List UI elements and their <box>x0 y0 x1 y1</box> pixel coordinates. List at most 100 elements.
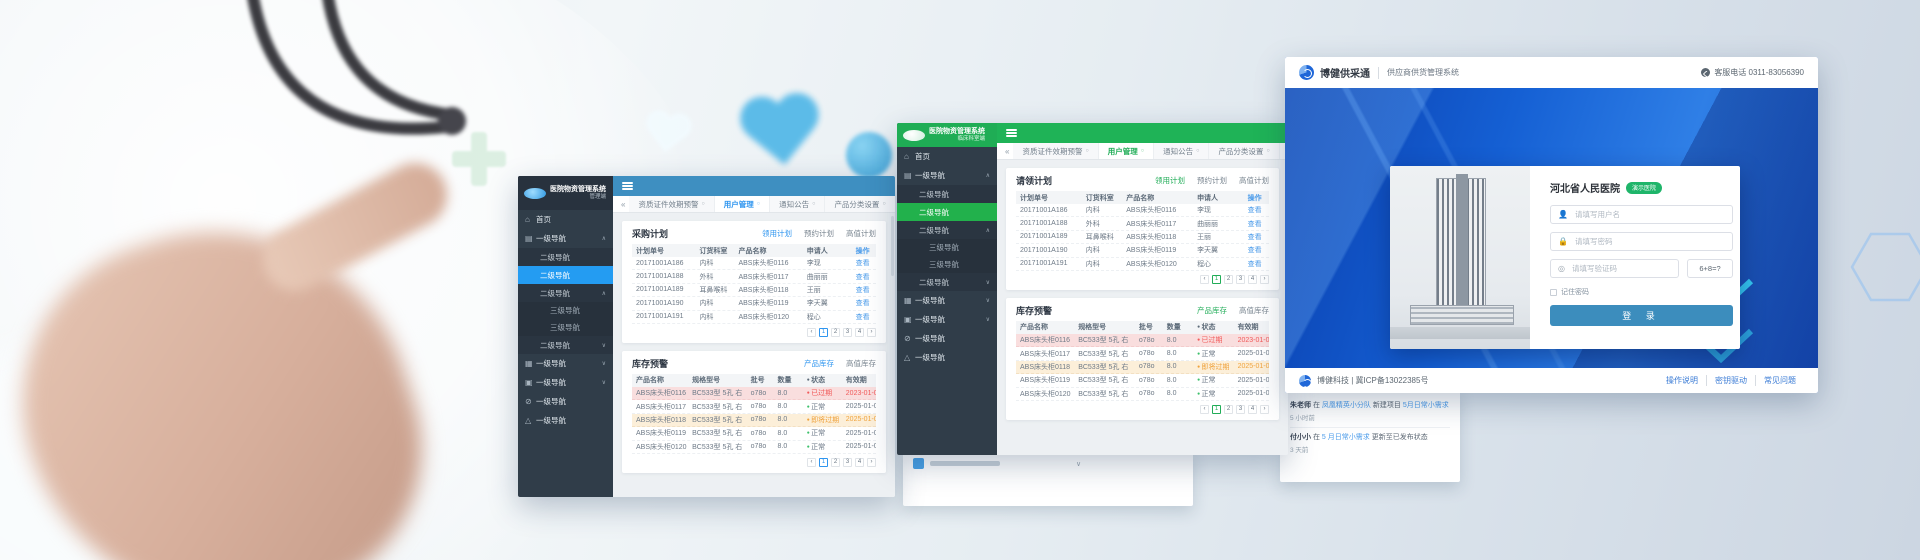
sidebar-nav-item[interactable]: ⊘ 一级导航 <box>518 392 613 411</box>
sidebar-nav-item[interactable]: 二级导航 <box>518 266 613 284</box>
sidebar-nav-item[interactable]: 二级导航 <box>518 248 613 266</box>
plan-filter-link[interactable]: 预约计划 <box>1197 176 1227 185</box>
menu-toggle-icon[interactable] <box>622 182 633 190</box>
table-row[interactable]: ABS床头柜0118 BC533型 5孔 右 o78o 8.0 即将过期 202… <box>1016 360 1269 375</box>
username-field[interactable]: 👤 <box>1550 205 1733 224</box>
page-tab[interactable]: 资质证件效期预警 ○ <box>1013 143 1099 159</box>
inventory-filter-link[interactable]: 产品库存 <box>804 358 834 368</box>
page-button[interactable]: 2 <box>1224 274 1233 284</box>
collapse-tabs-icon[interactable]: « <box>1005 146 1010 156</box>
footer-link[interactable]: 操作说明 <box>1658 375 1707 386</box>
sidebar-nav-item[interactable]: 二级导航 ∧ <box>897 221 997 239</box>
sidebar-nav-item[interactable]: ▤ 一级导航 ∧ <box>518 229 613 248</box>
sidebar-nav-item[interactable]: 二级导航 ∨ <box>518 336 613 354</box>
checkbox-icon[interactable] <box>1550 288 1557 296</box>
page-button[interactable]: 1 <box>819 457 828 467</box>
feed-link[interactable]: 5月日常小需求 <box>1402 402 1449 409</box>
table-row[interactable]: ABS床头柜0117 BC533型 5孔 右 o78o 8.0 正常 2025-… <box>632 400 876 414</box>
table-row[interactable]: 20171001A190 内科 ABS床头柜0119 李天翼 查看 <box>1016 244 1269 258</box>
view-link[interactable]: 查看 <box>1247 207 1262 215</box>
page-button[interactable]: 1 <box>1212 274 1221 284</box>
table-row[interactable]: ABS床头柜0119 BC533型 5孔 右 o78o 8.0 正常 2025-… <box>632 427 876 441</box>
page-button[interactable]: 3 <box>843 327 852 337</box>
table-row[interactable]: ABS床头柜0117 BC533型 5孔 右 o78o 8.0 正常 2025-… <box>1016 347 1269 361</box>
table-row[interactable]: 20171001A186 内科 ABS床头柜0116 李现 查看 <box>1016 204 1269 218</box>
page-button[interactable]: ‹ <box>1200 404 1209 414</box>
view-link[interactable]: 查看 <box>855 300 870 308</box>
table-row[interactable]: 20171001A190 内科 ABS床头柜0119 李天翼 查看 <box>632 297 876 311</box>
footer-link[interactable]: 常见问题 <box>1764 376 1796 385</box>
password-field[interactable]: 🔒 <box>1550 232 1733 251</box>
plan-filter-link[interactable]: 领用计划 <box>1155 176 1185 185</box>
plan-filter-link[interactable]: 预约计划 <box>804 229 834 238</box>
footer-link[interactable]: 密钥驱动 <box>1707 375 1756 386</box>
password-input[interactable] <box>1572 236 1725 247</box>
page-tab[interactable]: 通知公告 ○ <box>1154 143 1210 159</box>
view-link[interactable]: 查看 <box>855 260 870 268</box>
page-tab[interactable]: 通知公告 ○ <box>770 196 826 212</box>
sidebar-nav-item[interactable]: ▦ 一级导航 ∨ <box>897 291 997 310</box>
table-row[interactable]: ABS床头柜0120 BC533型 5孔 右 o78o 8.0 正常 2025-… <box>1016 388 1269 401</box>
menu-toggle-icon[interactable] <box>1006 129 1017 137</box>
username-input[interactable] <box>1572 209 1725 220</box>
sidebar-nav-item[interactable]: 三级导航 <box>897 239 997 256</box>
sidebar-nav-item[interactable]: 三级导航 <box>518 319 613 336</box>
inventory-filter-link[interactable]: 产品库存 <box>1197 305 1227 315</box>
page-button[interactable]: 4 <box>855 327 864 337</box>
sidebar-nav-item[interactable]: ⊘ 一级导航 <box>897 329 997 348</box>
page-button[interactable]: 4 <box>855 457 864 467</box>
scrollbar[interactable] <box>891 216 894 276</box>
sidebar-nav-item[interactable]: 二级导航 <box>897 185 997 203</box>
table-row[interactable]: ABS床头柜0118 BC533型 5孔 右 o78o 8.0 即将过期 202… <box>632 413 876 428</box>
page-button[interactable]: ‹ <box>1200 274 1209 284</box>
captcha-input[interactable] <box>1569 263 1671 274</box>
view-link[interactable]: 查看 <box>1247 220 1262 228</box>
remember-password-option[interactable]: 记住密码 <box>1550 287 1733 297</box>
view-link[interactable]: 查看 <box>855 273 870 281</box>
table-row[interactable]: 20171001A186 内科 ABS床头柜0116 李现 查看 <box>632 257 876 271</box>
sidebar-nav-item[interactable]: △ 一级导航 <box>518 411 613 430</box>
page-tab[interactable]: 产品分类设置 ○ <box>1209 143 1280 159</box>
table-row[interactable]: 20171001A191 内科 ABS床头柜0120 程心 查看 <box>1016 258 1269 271</box>
feed-link[interactable]: 5 月日常小需求 <box>1321 434 1370 442</box>
sidebar-nav-item[interactable]: ▤ 一级导航 ∧ <box>897 166 997 185</box>
table-row[interactable]: ABS床头柜0116 BC533型 5孔 右 o78o 8.0 已过期 2023… <box>1016 333 1269 348</box>
sidebar-nav-item[interactable]: △ 一级导航 <box>897 348 997 367</box>
feed-item[interactable]: 付小小 在 5 月日常小需求 更新至已发布状态 3 天前 <box>1290 428 1450 459</box>
view-link[interactable]: 查看 <box>1247 247 1262 255</box>
page-button[interactable]: ‹ <box>807 457 816 467</box>
page-button[interactable]: 4 <box>1248 404 1257 414</box>
sidebar-nav-item[interactable]: 二级导航 ∨ <box>897 273 997 291</box>
captcha-field[interactable]: ◎ <box>1550 259 1679 278</box>
page-button[interactable]: 3 <box>1236 274 1245 284</box>
page-tab[interactable]: 产品分类设置 ○ <box>825 196 895 212</box>
table-row[interactable]: 20171001A188 外科 ABS床头柜0117 曲丽丽 查看 <box>632 270 876 284</box>
page-button[interactable]: › <box>867 457 876 467</box>
view-link[interactable]: 查看 <box>1247 260 1262 268</box>
inventory-filter-link[interactable]: 高值库存 <box>846 358 876 368</box>
list-item[interactable]: ∨ <box>913 458 1183 469</box>
page-tab[interactable]: 资质证件效期预警 ○ <box>629 196 715 212</box>
collapse-tabs-icon[interactable]: « <box>621 199 626 209</box>
plan-filter-link[interactable]: 高值计划 <box>846 229 876 238</box>
login-button[interactable]: 登 录 <box>1550 305 1733 326</box>
page-button[interactable]: 4 <box>1248 274 1257 284</box>
plan-filter-link[interactable]: 领用计划 <box>762 229 792 238</box>
sidebar-nav-item[interactable]: ▣ 一级导航 ∨ <box>518 373 613 392</box>
page-tab[interactable]: 用户管理 ○ <box>714 196 771 212</box>
view-link[interactable]: 查看 <box>1247 233 1262 241</box>
feed-item[interactable]: 朱老师 在 凤凰精英小分队 新建项目 5月日常小需求 5 小时前 <box>1290 396 1450 429</box>
page-button[interactable]: 2 <box>831 327 840 337</box>
page-button[interactable]: 2 <box>1224 404 1233 414</box>
page-button[interactable]: 3 <box>1236 404 1245 414</box>
sidebar-nav-item[interactable]: ⌂ 首页 <box>897 147 997 166</box>
page-button[interactable]: ‹ <box>807 327 816 337</box>
sidebar-nav-item[interactable]: 二级导航 ∧ <box>518 284 613 302</box>
sidebar-nav-item[interactable]: ▦ 一级导航 ∨ <box>518 354 613 373</box>
view-link[interactable]: 查看 <box>855 313 870 321</box>
page-tab[interactable]: 产品出库 ○ <box>1279 143 1288 159</box>
table-row[interactable]: ABS床头柜0120 BC533型 5孔 右 o78o 8.0 正常 2025-… <box>632 441 876 454</box>
page-button[interactable]: › <box>1260 274 1269 284</box>
page-button[interactable]: 1 <box>819 327 828 337</box>
page-button[interactable]: 1 <box>1212 404 1221 414</box>
